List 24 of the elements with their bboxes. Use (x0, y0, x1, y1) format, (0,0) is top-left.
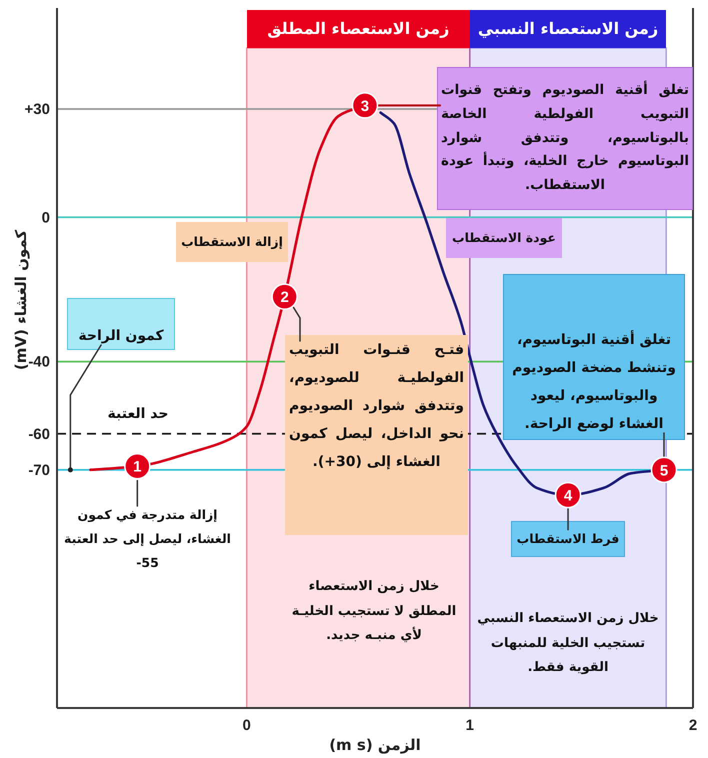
band-label: زمن الاستعصاء المطلق (266, 18, 450, 40)
y-tick-label: 0 (42, 209, 50, 226)
annotation: عودة الاستقطاب (451, 228, 557, 247)
y-tick-label: -70 (28, 462, 50, 479)
x-tick-label: 2 (688, 717, 698, 734)
annotation: فرط الاستقطاب (516, 530, 620, 548)
y-tick-label: +30 (24, 101, 50, 118)
band-label: زمن الاستعصاء النسبي (476, 18, 660, 40)
annotation: كمون الراحة (77, 327, 165, 346)
ref-line-label: حد العتبة (106, 404, 170, 424)
x-tick-label: 0 (242, 717, 251, 734)
y-tick-label: -60 (28, 426, 50, 443)
annotation: 3 (360, 98, 370, 115)
annotation: تغلق أقنية البوتاسيوم، وتنشط مضخة الصوديوم والبوتاسيوم، ليعود الغشاء لوضع الراحة. (511, 329, 677, 434)
annotation: 2 (280, 289, 289, 306)
annotation: تغلق أقنية الصوديوم وتفتح قنوات التبويب الفولطية الخاصة بالبوتاسيوم، وتتدفق شوارد البوتاسيوم خارج الخلية، وتبدأ عودة الاستقطاب. (441, 80, 689, 195)
annotation: 4 (564, 488, 573, 505)
annotation: 1 (133, 458, 142, 476)
x-tick-label: 1 (466, 717, 474, 734)
x-axis-title: الزمن (m s) (329, 736, 421, 754)
annotation: 5 (660, 462, 668, 480)
y-axis-title: كمون الغشاء (mV) (12, 230, 30, 370)
y-tick-label: -40 (28, 354, 50, 371)
annotation: إزالة الاستقطاب (180, 232, 284, 251)
